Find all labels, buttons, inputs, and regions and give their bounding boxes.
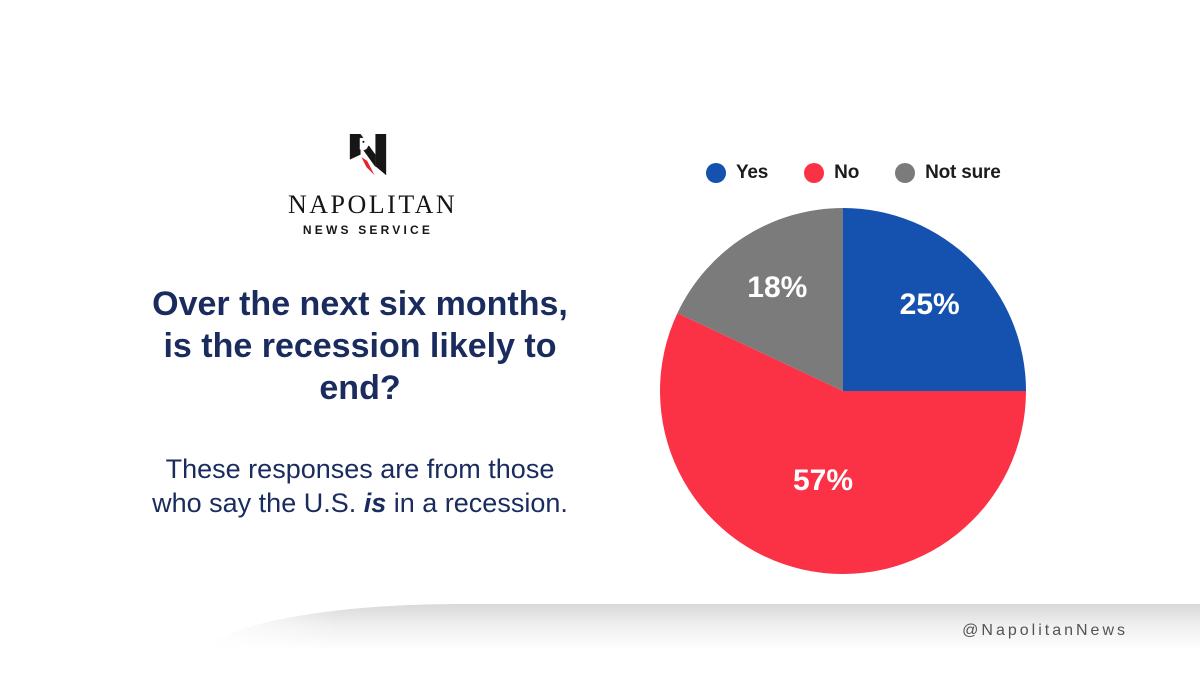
pie-slice-label-no: 57% xyxy=(793,464,853,497)
legend-swatch-no-icon xyxy=(804,163,825,183)
pie-slice-not-sure xyxy=(677,208,843,391)
brand-name: NAPOLITAN xyxy=(288,190,458,219)
headline-line-1: Over the next six months, xyxy=(152,285,568,323)
headline-line-2: is the recession likely to xyxy=(163,327,557,365)
legend-label-not-sure: Not sure xyxy=(925,162,1001,183)
napolitan-eagle-n-icon xyxy=(349,134,387,176)
headline: Over the next six months, is the recessi… xyxy=(80,283,640,409)
legend-label-no: No xyxy=(834,162,860,183)
pie-slice-label-not-sure: 18% xyxy=(747,271,807,304)
card-shadow xyxy=(196,604,1200,662)
legend-swatch-not-sure-icon xyxy=(895,163,916,183)
brand-tagline: NEWS SERVICE xyxy=(302,223,434,237)
subtitle-line-1: These responses are from those xyxy=(165,454,555,484)
subtitle-line-2-suffix: in a recession. xyxy=(386,488,568,518)
brand-logo: NAPOLITAN NEWS SERVICE xyxy=(288,134,458,237)
legend-item-no: No xyxy=(804,162,859,184)
chart-legend: Yes No Not sure xyxy=(706,162,1001,184)
subtitle-emphasis: is xyxy=(363,488,387,518)
legend-item-yes: Yes xyxy=(706,162,768,184)
legend-label-yes: Yes xyxy=(736,162,769,183)
headline-line-3: end? xyxy=(319,369,401,407)
legend-swatch-yes-icon xyxy=(706,163,726,183)
pie-slice-label-yes: 25% xyxy=(900,288,960,321)
pie-slice-no xyxy=(660,313,1026,574)
social-handle: @NapolitanNews xyxy=(962,622,1128,639)
subtitle: These responses are from those who say t… xyxy=(90,452,630,520)
pie-slice-yes xyxy=(843,208,1026,391)
pie-chart: 25% 57% 18% xyxy=(660,208,1026,574)
subtitle-line-2-prefix: who say the U.S. xyxy=(152,488,364,518)
legend-item-not-sure: Not sure xyxy=(895,162,1001,184)
